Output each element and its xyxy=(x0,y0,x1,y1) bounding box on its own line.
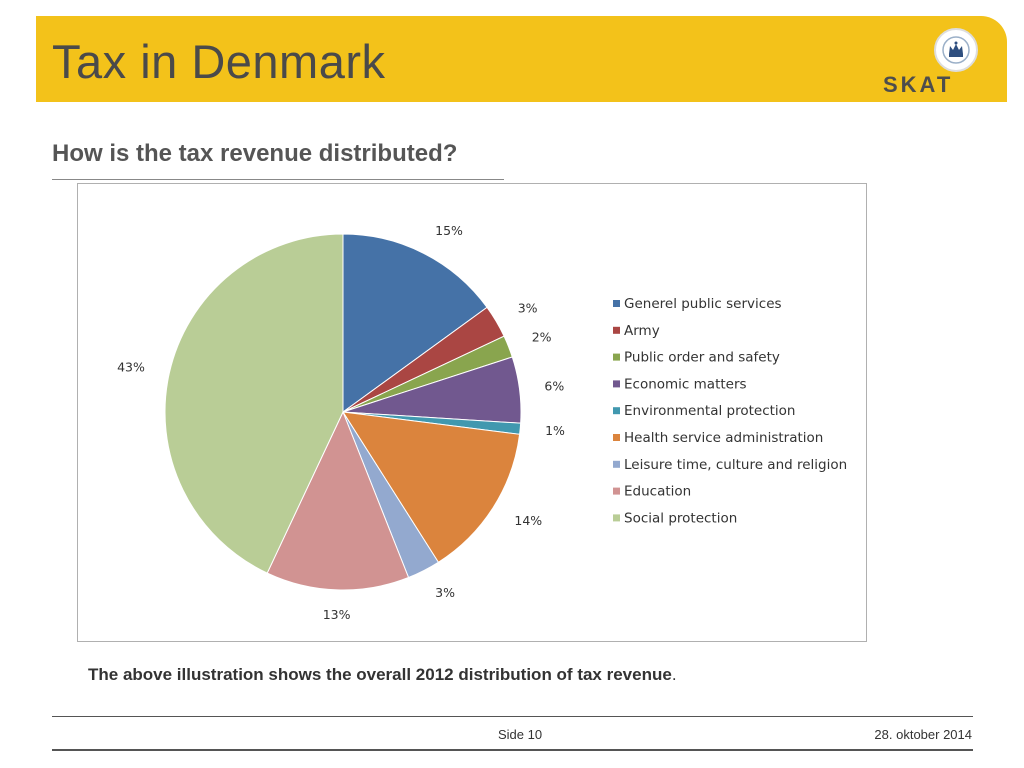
pie-slice-health-service-administration xyxy=(342,411,521,563)
legend-swatch-economic-matters xyxy=(613,380,620,388)
legend-label-health-service-administration: Health service administration xyxy=(624,430,823,446)
legend-label-economic-matters: Economic matters xyxy=(624,376,747,392)
skat-logo: SKAT xyxy=(877,24,987,98)
legend-label-public-order-and-safety: Public order and safety xyxy=(624,350,780,366)
section-heading: How is the tax revenue distributed? xyxy=(52,140,458,167)
legend-label-leisure-time-culture-and-religion: Leisure time, culture and religion xyxy=(624,457,847,473)
caption-suffix: . xyxy=(671,665,677,684)
data-label-education: 13% xyxy=(323,607,351,622)
chart-frame: 15% 3% 2% 6% 1% 14% 3% 13% 43% Generel public ser… xyxy=(77,183,867,642)
legend-swatch-public-order-and-safety xyxy=(613,353,620,361)
pie-slice-education xyxy=(266,410,410,591)
data-label-leisure-time-culture-and-religion: 3% xyxy=(435,585,455,600)
legend-label-environmental-protection: Environmental protection xyxy=(624,403,795,419)
legend-swatch-environmental-protection xyxy=(613,407,620,415)
chart-caption: The above illustration shows the overall… xyxy=(88,665,677,685)
legend-label-generel-public-services: Generel public services xyxy=(624,296,782,312)
footer-date: 28. oktober 2014 xyxy=(874,727,972,742)
footer-divider-bottom xyxy=(52,749,973,751)
data-label-public-order-and-safety: 2% xyxy=(532,329,552,344)
legend-label-education: Education xyxy=(624,484,691,500)
pie-chart: 15% 3% 2% 6% 1% 14% 3% 13% 43% Generel public ser… xyxy=(117,223,847,622)
data-label-health-service-administration: 14% xyxy=(514,513,542,528)
data-label-environmental-protection: 1% xyxy=(545,423,565,438)
legend-swatch-social-protection xyxy=(613,514,620,522)
legend-label-army: Army xyxy=(624,323,660,339)
data-label-army: 3% xyxy=(518,301,538,316)
pie-slice-social-protection xyxy=(164,233,344,574)
data-label-social-protection: 43% xyxy=(117,360,145,375)
legend-label-social-protection: Social protection xyxy=(624,510,737,526)
logo-text: SKAT xyxy=(883,72,954,97)
pie-slice-generel-public-services xyxy=(342,233,488,413)
legend-swatch-army xyxy=(613,326,620,334)
legend-swatch-generel-public-services xyxy=(613,300,620,307)
caption-text: The above illustration shows the overall… xyxy=(88,665,672,684)
header-banner: Tax in Denmark SKAT xyxy=(36,16,1007,102)
legend-swatch-education xyxy=(613,487,620,495)
legend-swatch-leisure-time-culture-and-religion xyxy=(613,460,620,468)
crown-seal-icon xyxy=(934,28,978,72)
data-label-generel-public-services: 15% xyxy=(435,223,463,238)
page-title: Tax in Denmark xyxy=(52,35,386,88)
heading-divider xyxy=(52,179,504,180)
footer-divider-top xyxy=(52,716,973,717)
page-number: Side 10 xyxy=(498,727,543,742)
legend-swatch-health-service-administration xyxy=(613,434,620,441)
data-label-economic-matters: 6% xyxy=(544,379,564,394)
